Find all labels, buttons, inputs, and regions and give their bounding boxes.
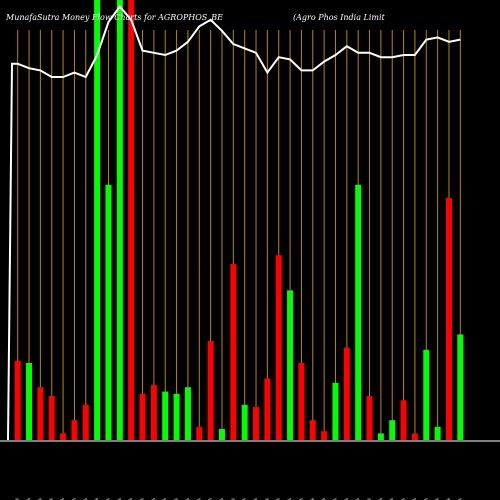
money-flow-bar (60, 433, 67, 440)
x-tick-label: 0.71 FNC%% (253, 498, 258, 500)
x-tick-label: 0.74 FNC%% (196, 498, 201, 500)
x-tick-label: 0.54 FNC%% (37, 498, 42, 500)
x-tick-label: 0.71 FNC%% (389, 498, 394, 500)
money-flow-bar (389, 420, 396, 440)
money-flow-bars (14, 0, 464, 440)
x-tick-label: 0.07 FNC%% (151, 498, 156, 500)
x-tick-label: 0.67 FNC%% (457, 498, 462, 500)
money-flow-bar (116, 0, 123, 440)
money-flow-bar (457, 334, 464, 440)
x-tick-label: 0.39 FNC%% (94, 498, 99, 500)
money-flow-bar (423, 349, 430, 440)
x-tick-label: 0.07 FNC%% (242, 498, 247, 500)
x-tick-label: 0.34 FNC%% (105, 498, 110, 500)
money-flow-bar (298, 363, 305, 440)
x-tick-label: 0.68 FNC%% (298, 498, 303, 500)
price-line (7, 4, 461, 441)
money-flow-bar (162, 391, 169, 440)
money-flow-bar (184, 387, 191, 440)
x-tick-label: 0.33 FNC%% (378, 498, 383, 500)
money-flow-bar (37, 387, 44, 440)
money-flow-bar (445, 198, 452, 440)
money-flow-bar (230, 264, 237, 440)
x-tick-label: 0.76 FNC%% (26, 498, 31, 500)
chart-title-left: MunafaSutra Money Flow Charts for AGROPH… (5, 13, 223, 22)
chart-title-right: (Agro Phos India Limit (293, 13, 386, 22)
x-tick-label: 0.04 FNC%% (162, 498, 167, 500)
money-flow-bar (105, 184, 112, 440)
x-tick-label: 0.67 FNC%% (287, 498, 292, 500)
money-flow-bar (355, 184, 362, 440)
money-flow-bar (332, 382, 339, 440)
x-tick-label: 0.64 TNC%% (71, 498, 76, 500)
money-flow-bar (139, 393, 146, 440)
x-tick-labels: 0.04 FNC%% 0.76 FNC%% 0.54 FNC%% 0.97 TNC%%… (15, 498, 463, 500)
money-flow-bar (196, 426, 203, 440)
money-flow-bar (377, 433, 384, 440)
money-flow-bar (150, 385, 157, 440)
x-tick-label: 0.83 FNC%% (219, 498, 224, 500)
x-tick-label: 0.01 FNC%% (332, 498, 337, 500)
x-tick-label: 0.04 FNC%% (208, 498, 213, 500)
x-tick-label: 0.62 FNC%% (435, 498, 440, 500)
x-tick-label: 0.38 FNC%% (401, 498, 406, 500)
x-tick-label: 0.98 FNC%% (60, 498, 65, 500)
x-tick-label: 0.74 FNC%% (174, 498, 179, 500)
x-tick-label: 0.99 FNC%% (117, 498, 122, 500)
x-tick-label: 0.17 FNC%% (185, 498, 190, 500)
x-tick-label: 0.80 FNC%% (230, 498, 235, 500)
x-tick-label: 0.45 FNC%% (412, 498, 417, 500)
money-flow-bar (241, 404, 248, 440)
money-flow-bar (48, 396, 55, 440)
x-tick-label: 0.04 FNC%% (15, 498, 20, 500)
money-flow-bar (275, 255, 282, 440)
money-flow-bar (82, 404, 89, 440)
x-tick-label: 0.43 FNC%% (264, 498, 269, 500)
x-tick-label: 0.85 FNC%% (140, 498, 145, 500)
money-flow-bar (321, 431, 328, 440)
money-flow-bar (218, 429, 225, 440)
money-flow-bar (128, 0, 135, 440)
money-flow-bar (309, 420, 316, 440)
x-tick-label: 0.04 FNC%% (276, 498, 281, 500)
money-flow-bar (264, 378, 271, 440)
money-flow-bar (94, 0, 101, 440)
x-tick-label: 0.98 FNC%% (367, 498, 372, 500)
money-flow-bar (14, 360, 21, 440)
x-tick-label: 0.63 FNC%% (310, 498, 315, 500)
x-tick-label: 0.78 FNC%% (355, 498, 360, 500)
money-flow-bar (207, 341, 214, 440)
money-flow-bar (26, 363, 33, 440)
money-flow-bar (287, 290, 294, 440)
money-flow-bar (434, 426, 441, 440)
money-flow-bar (71, 420, 78, 440)
x-tick-label: 0.69 FNC%% (344, 498, 349, 500)
money-flow-bar (173, 393, 180, 440)
money-flow-bar (400, 400, 407, 440)
money-flow-bar (253, 407, 260, 440)
x-tick-label: 0.45 FNC%% (446, 498, 451, 500)
money-flow-bar (343, 347, 350, 440)
x-tick-label: 0.43 FNC%% (423, 498, 428, 500)
x-tick-label: 0.93 FNC%% (83, 498, 88, 500)
x-tick-label: 0.97 TNC%% (49, 498, 54, 500)
money-flow-bar (366, 396, 373, 440)
money-flow-bar (411, 433, 418, 440)
x-tick-label: 0.14 FNC%% (321, 498, 326, 500)
x-tick-label: 0.53 FNC%% (128, 498, 133, 500)
